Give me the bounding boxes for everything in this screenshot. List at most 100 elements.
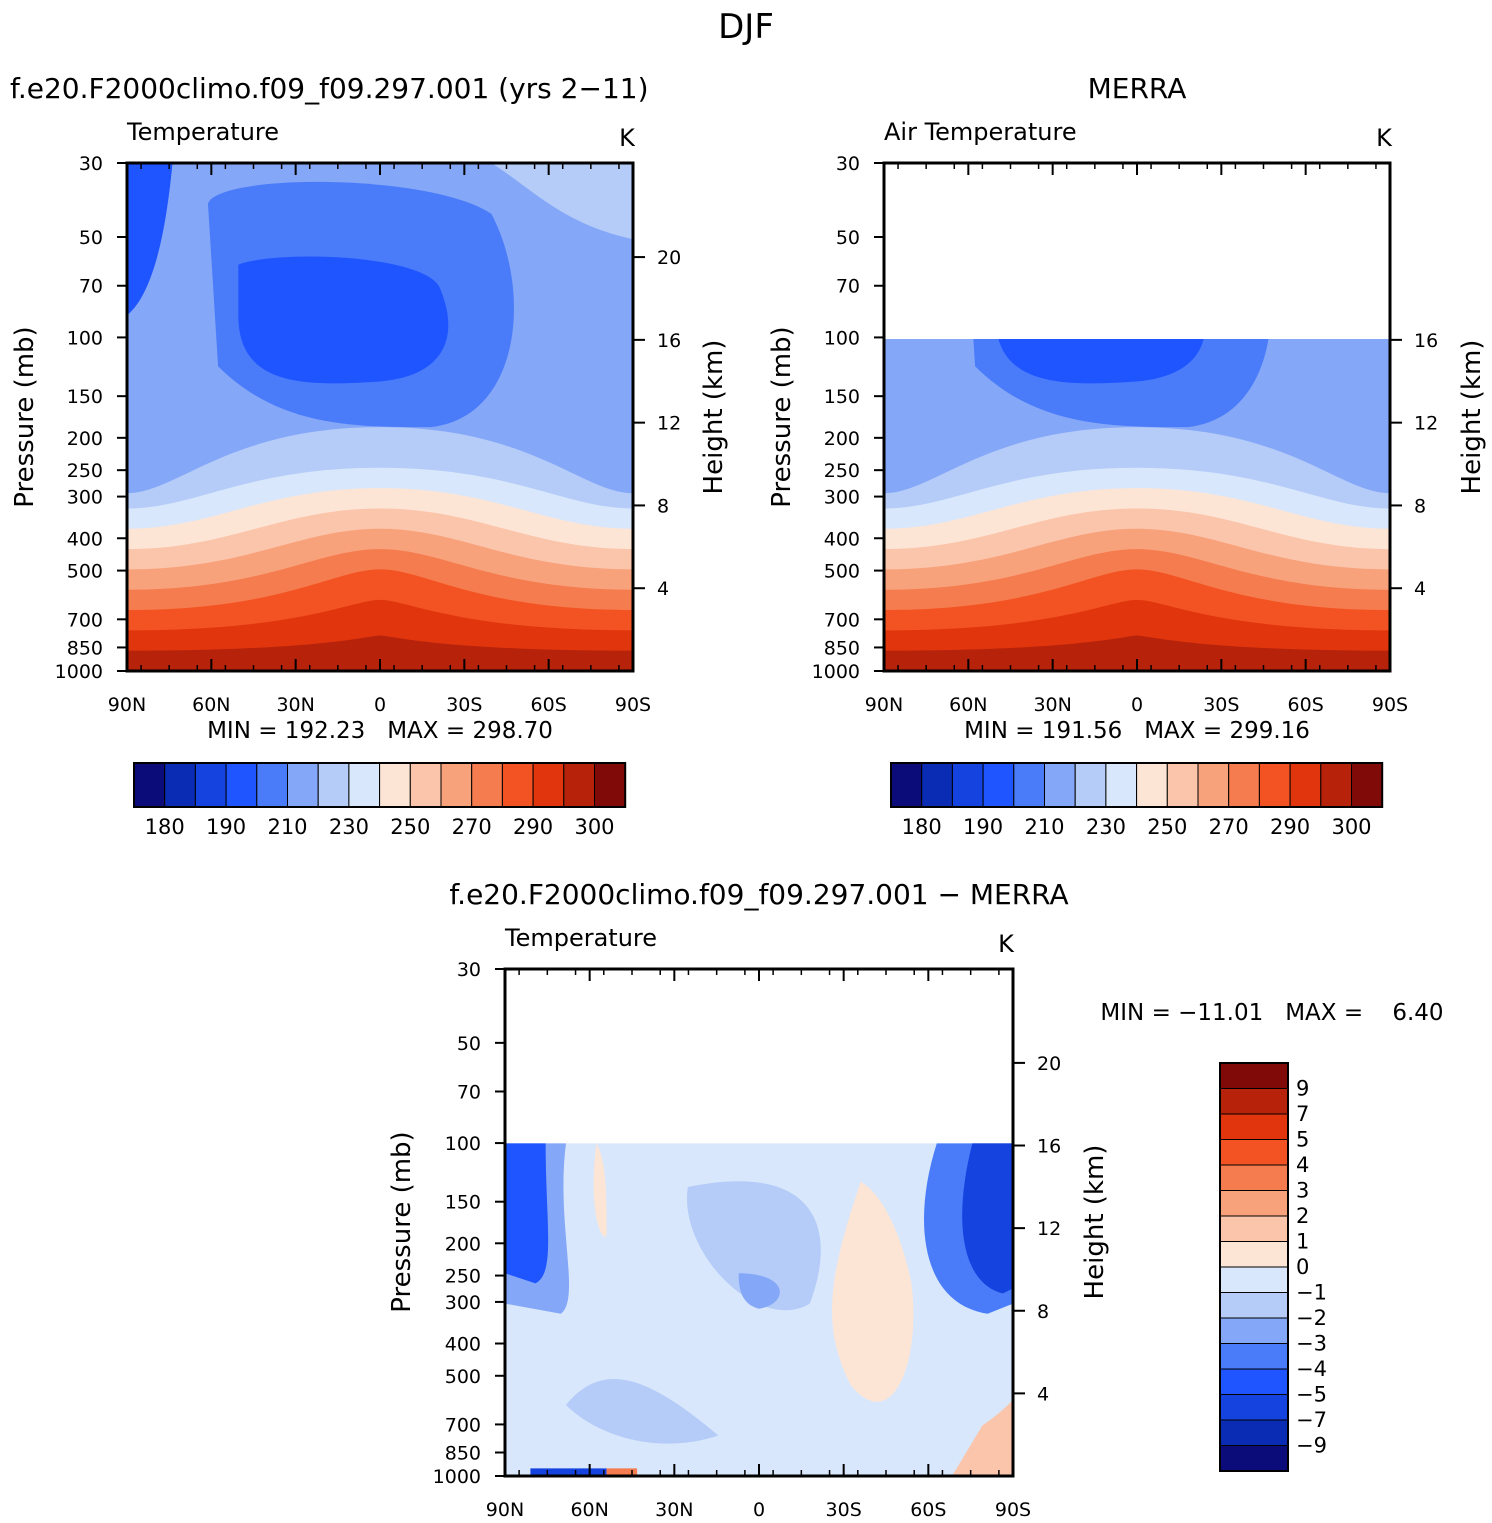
y-tick-label: 70 bbox=[457, 1082, 481, 1104]
colorbar-label: 210 bbox=[267, 815, 307, 839]
y-tick-label: 700 bbox=[67, 609, 103, 631]
panel-obs-variable: Air Temperature bbox=[884, 118, 1077, 146]
x-tick-label: 30N bbox=[1033, 694, 1071, 716]
colorbar-swatch bbox=[563, 762, 595, 808]
y-tick-label: 500 bbox=[445, 1366, 481, 1388]
y-tick-label: 250 bbox=[67, 460, 103, 482]
colorbar-swatch bbox=[225, 762, 258, 808]
colorbar-swatch bbox=[1219, 1266, 1289, 1293]
diff-band-sh-surface-warm bbox=[952, 1399, 1013, 1476]
panel-obs-colorbar: 180 190 210 230 250 270 290 300 bbox=[890, 762, 1384, 839]
colorbar-swatch bbox=[1219, 1139, 1289, 1166]
y-tick-label: 200 bbox=[824, 428, 860, 450]
colorbar-swatch bbox=[1219, 1062, 1289, 1089]
colorbar-swatch bbox=[982, 762, 1015, 808]
colorbar-label: 230 bbox=[1086, 815, 1126, 839]
colorbar-label: 3 bbox=[1296, 1179, 1309, 1203]
band-tropopause-cold bbox=[973, 339, 1269, 428]
colorbar-swatch bbox=[1136, 762, 1168, 808]
colorbar-swatch bbox=[921, 762, 953, 808]
colorbar-swatch bbox=[594, 762, 626, 808]
panel-diff-axes: 90N 60N 30N 0 30S 60S 90S 30 50 70 100 150 200 250 300… bbox=[433, 959, 1062, 1521]
x-tick-label: 30N bbox=[655, 1499, 693, 1521]
season-title: DJF bbox=[718, 7, 774, 47]
panel-diff-contours bbox=[505, 1143, 1013, 1476]
y-tick-label: 150 bbox=[445, 1192, 481, 1214]
y-tick-label: 300 bbox=[824, 487, 860, 509]
colorbar-swatch bbox=[1219, 1215, 1289, 1242]
x-tick-label: 90N bbox=[486, 1499, 524, 1521]
y-tick-label: 200 bbox=[67, 428, 103, 450]
colorbar-label: 300 bbox=[574, 815, 614, 839]
y-tick-label: 50 bbox=[457, 1033, 481, 1055]
panel-model-ylabel2: Height (km) bbox=[699, 340, 729, 495]
band-layer bbox=[127, 635, 633, 671]
panel-diff-title: f.e20.F2000climo.f09_f09.297.001 − MERRA bbox=[449, 878, 1068, 911]
y-tick-label: 850 bbox=[824, 637, 860, 659]
colorbar-swatch bbox=[1228, 762, 1260, 808]
colorbar-label: 190 bbox=[206, 815, 246, 839]
y-tick-label: 500 bbox=[824, 561, 860, 583]
colorbar-label: 5 bbox=[1296, 1128, 1309, 1152]
colorbar-label: 9 bbox=[1296, 1077, 1309, 1101]
y-tick-label: 400 bbox=[824, 528, 860, 550]
band-polar-vortex bbox=[884, 163, 930, 315]
colorbar-swatch bbox=[1320, 762, 1353, 808]
y-tick-label: 300 bbox=[67, 487, 103, 509]
y-tick-label: 70 bbox=[836, 276, 860, 298]
y-tick-label: 850 bbox=[67, 637, 103, 659]
x-tick-label: 60N bbox=[949, 694, 987, 716]
panel-model: f.e20.F2000climo.f09_f09.297.001 (yrs 2−… bbox=[10, 72, 729, 839]
colorbar-swatch bbox=[1044, 762, 1076, 808]
panel-diff-units: K bbox=[998, 930, 1015, 958]
colorbar-swatch bbox=[1219, 1164, 1289, 1191]
y-tick-label: 250 bbox=[824, 460, 860, 482]
y2-tick-label: 16 bbox=[1414, 330, 1438, 352]
y-tick-label: 1000 bbox=[433, 1466, 481, 1488]
colorbar-swatch bbox=[1105, 762, 1138, 808]
diff-band-tropics bbox=[687, 1181, 821, 1311]
y-tick-label: 150 bbox=[67, 386, 103, 408]
colorbar-swatch bbox=[1289, 762, 1322, 808]
colorbar-swatch bbox=[1258, 762, 1291, 808]
colorbar-label: 290 bbox=[513, 815, 553, 839]
band-tropopause-coldest bbox=[238, 256, 449, 384]
y-tick-label: 50 bbox=[836, 227, 860, 249]
y-tick-label: 50 bbox=[79, 227, 103, 249]
colorbar-frame bbox=[890, 762, 1384, 808]
diff-band-warm-1 bbox=[593, 1143, 607, 1237]
panel-diff-variable: Temperature bbox=[504, 924, 657, 952]
y2-tick-label: 12 bbox=[1037, 1218, 1061, 1240]
colorbar-swatch bbox=[1219, 1394, 1289, 1421]
colorbar-swatch bbox=[1351, 762, 1383, 808]
y-tick-label: 400 bbox=[445, 1334, 481, 1356]
x-tick-label: 90S bbox=[615, 694, 651, 716]
x-tick-label: 90S bbox=[1372, 694, 1408, 716]
band-polar-vortex bbox=[127, 163, 173, 316]
colorbar-label: 2 bbox=[1296, 1204, 1309, 1228]
colorbar-swatch bbox=[348, 762, 381, 808]
y2-tick-label: 20 bbox=[657, 247, 681, 269]
colorbar-swatch bbox=[1219, 1368, 1289, 1395]
colorbar-label: 250 bbox=[1147, 815, 1187, 839]
x-tick-label: 60S bbox=[531, 694, 567, 716]
y-tick-label: 1000 bbox=[812, 661, 860, 683]
y2-tick-label: 8 bbox=[1414, 495, 1426, 517]
y-tick-label: 250 bbox=[445, 1266, 481, 1288]
colorbar-swatch bbox=[164, 762, 196, 808]
panel-model-units: K bbox=[619, 124, 636, 152]
y-tick-label: 30 bbox=[457, 959, 481, 981]
panel-diff-stats: MIN = −11.01 MAX = 6.40 bbox=[1100, 1000, 1443, 1026]
x-tick-label: 0 bbox=[1131, 694, 1143, 716]
diff-band-nh-colder bbox=[505, 1143, 549, 1284]
panel-obs-units: K bbox=[1376, 124, 1393, 152]
colorbar-label: 1 bbox=[1296, 1230, 1309, 1254]
y2-tick-label: 16 bbox=[1037, 1136, 1061, 1158]
colorbar-label: −5 bbox=[1296, 1383, 1327, 1407]
x-tick-label: 60N bbox=[570, 1499, 608, 1521]
y-tick-label: 1000 bbox=[55, 661, 103, 683]
panel-obs: MERRA Air Temperature K 90N 60N 30N 0 30S 60S… bbox=[767, 72, 1487, 839]
colorbar-label: −9 bbox=[1296, 1434, 1327, 1458]
colorbar-swatch bbox=[287, 762, 319, 808]
